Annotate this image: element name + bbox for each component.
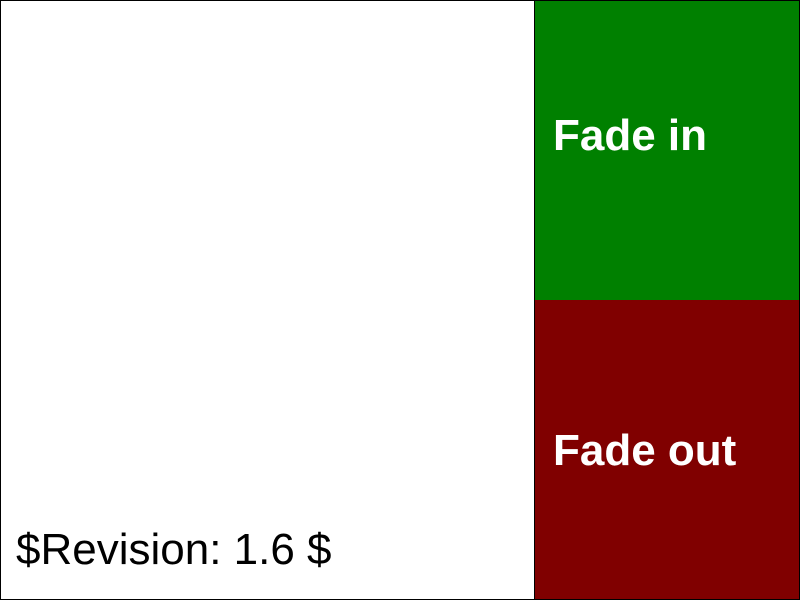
fade-out-label: Fade out	[553, 426, 737, 475]
fade-in-button[interactable]: Fade in	[534, 1, 799, 300]
fade-out-button[interactable]: Fade out	[534, 300, 799, 599]
fade-in-label: Fade in	[553, 111, 708, 160]
canvas-area: $Revision: 1.6 $	[1, 1, 534, 599]
revision-label: $Revision: 1.6 $	[16, 525, 332, 574]
